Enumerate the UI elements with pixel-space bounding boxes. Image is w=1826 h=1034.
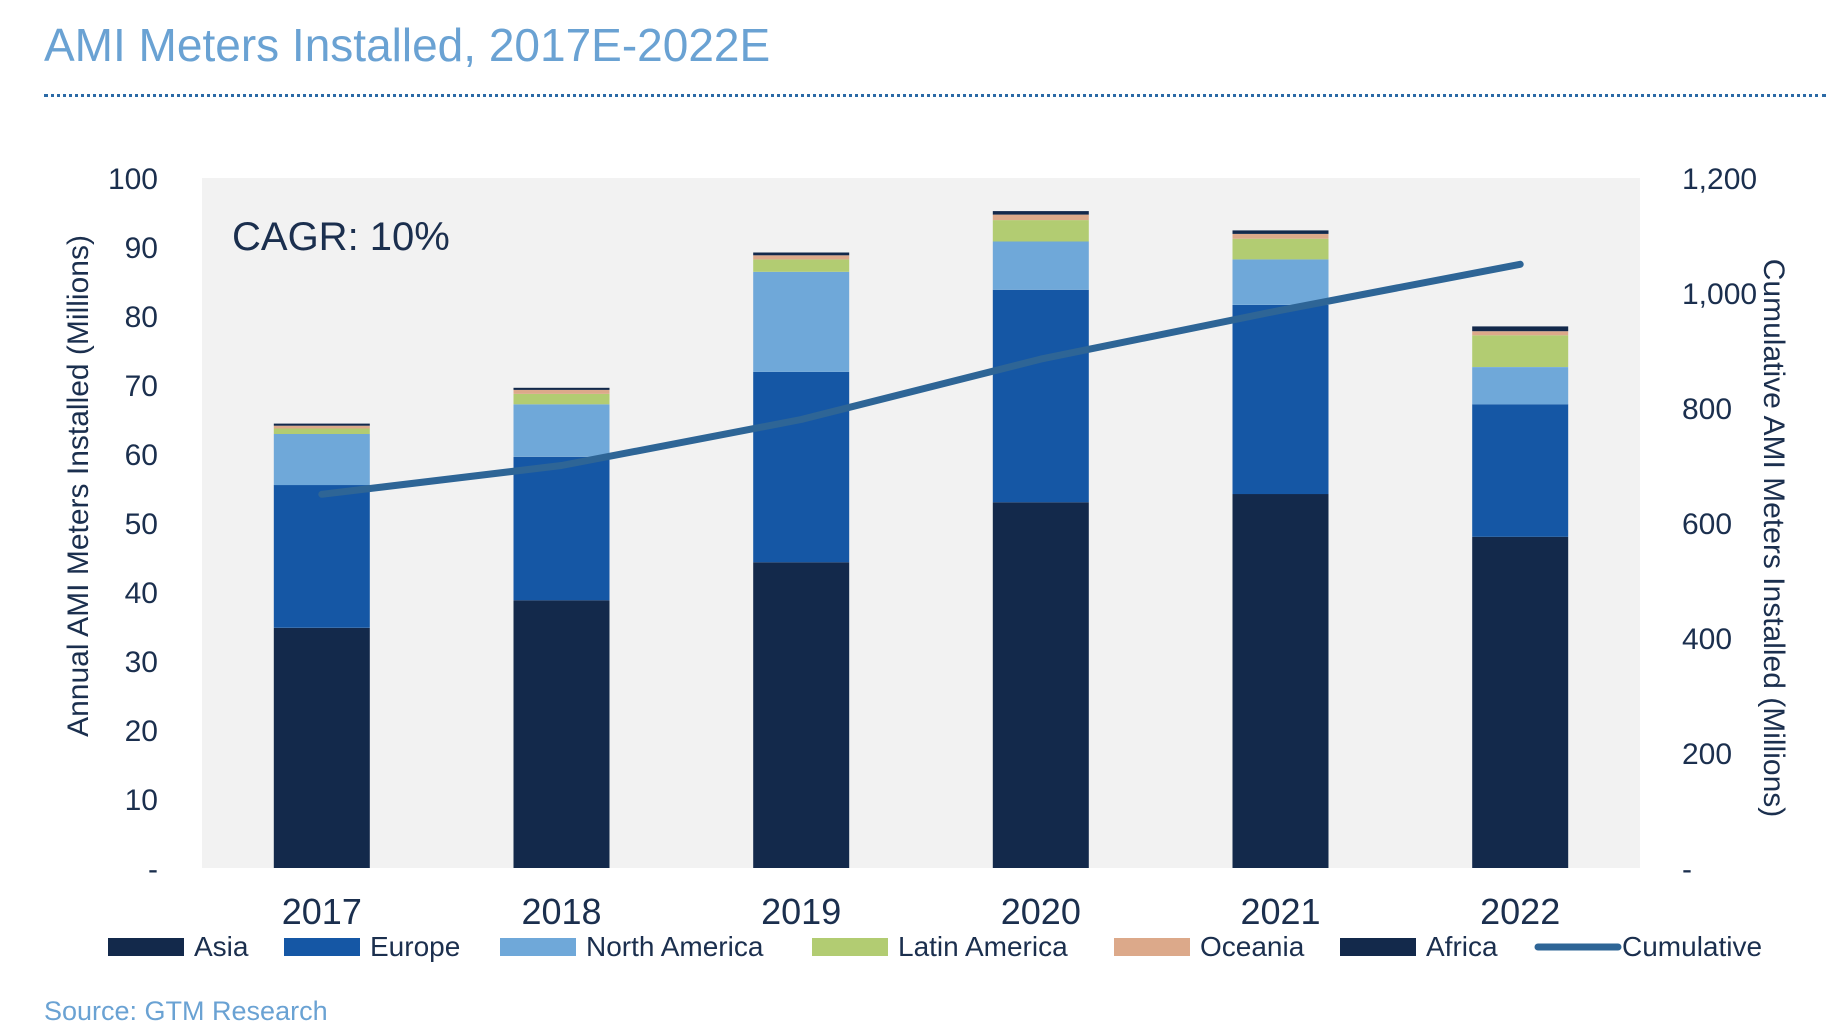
bar-europe-2021: [1232, 305, 1329, 495]
bar-europe-2018: [513, 456, 610, 601]
x-tick-label-2018: 2018: [521, 891, 601, 932]
bar-africa-2019: [753, 252, 850, 256]
bar-north-america-2017: [273, 434, 370, 486]
legend-swatch-oceania: [1114, 938, 1190, 956]
bar-europe-2019: [753, 371, 850, 563]
plot-area: [202, 178, 1640, 868]
bar-africa-2021: [1232, 230, 1329, 234]
bar-europe-2022: [1472, 404, 1569, 537]
legend-label-europe: Europe: [370, 931, 460, 962]
left-tick-label: 40: [125, 577, 158, 610]
right-tick-label: 600: [1682, 508, 1732, 541]
bars-layer: [273, 211, 1569, 868]
x-tick-label-2017: 2017: [282, 891, 362, 932]
left-tick-label: -: [148, 853, 158, 886]
bar-oceania-2017: [273, 425, 370, 429]
left-tick-label: 80: [125, 301, 158, 334]
cumulative-line-layer: [318, 260, 1524, 498]
right-axis-label: Cumulative AMI Meters Installed (Million…: [1757, 259, 1790, 818]
bar-africa-2018: [513, 387, 610, 390]
x-tick-label-2020: 2020: [1001, 891, 1081, 932]
bar-oceania-2021: [1232, 233, 1329, 239]
bar-africa-2020: [992, 211, 1089, 215]
bar-asia-2021: [1232, 494, 1329, 868]
bar-asia-2022: [1472, 536, 1569, 868]
legend-label-oceania: Oceania: [1200, 931, 1305, 962]
bar-latin-america-2018: [513, 394, 610, 405]
bar-north-america-2021: [1232, 259, 1329, 305]
legend-swatch-north-america: [500, 938, 576, 956]
left-axis-ticks: - 10 20 30 40 50 60 70 80 90 100: [108, 163, 158, 886]
left-tick-label: 90: [125, 232, 158, 265]
x-axis-ticks: 2017 2018 2019 2020 2021 2022: [282, 891, 1560, 932]
left-tick-label: 10: [125, 784, 158, 817]
bar-oceania-2019: [753, 255, 850, 260]
right-axis-ticks: - 200 400 600 800 1,000 1,200: [1682, 163, 1757, 886]
legend-swatch-latin-america: [812, 938, 888, 956]
right-tick-label: -: [1682, 853, 1692, 886]
left-tick-label: 50: [125, 508, 158, 541]
legend-swatch-europe: [284, 938, 360, 956]
cagr-annotation: CAGR: 10%: [232, 215, 450, 259]
x-tick-label-2019: 2019: [761, 891, 841, 932]
source-note: Source: GTM Research: [44, 996, 328, 1026]
cumulative-line: [318, 260, 1524, 498]
bar-asia-2019: [753, 562, 850, 868]
bar-oceania-2022: [1472, 331, 1569, 336]
left-tick-label: 70: [125, 370, 158, 403]
legend-label-latin-america: Latin America: [898, 931, 1068, 962]
bar-north-america-2018: [513, 404, 610, 457]
left-tick-label: 20: [125, 715, 158, 748]
bar-oceania-2020: [992, 214, 1089, 221]
legend-label-north-america: North America: [586, 931, 764, 962]
legend-label-africa: Africa: [1426, 931, 1498, 962]
bar-north-america-2022: [1472, 367, 1569, 405]
right-tick-label: 1,000: [1682, 278, 1757, 311]
bar-asia-2017: [273, 627, 370, 868]
ami-meters-chart: - 10 20 30 40 50 60 70 80 90 100 - 200 400 600 800 1,00…: [62, 163, 1790, 962]
right-tick-label: 800: [1682, 393, 1732, 426]
title-divider: [44, 94, 1826, 97]
x-tick-label-2021: 2021: [1240, 891, 1320, 932]
bar-latin-america-2021: [1232, 238, 1329, 260]
legend: Asia Europe North America Latin America Ocea…: [108, 931, 1762, 962]
legend-swatch-asia: [108, 938, 184, 956]
bar-latin-america-2017: [273, 428, 370, 434]
bar-latin-america-2019: [753, 259, 850, 272]
bar-north-america-2019: [753, 271, 850, 372]
legend-swatch-africa: [1340, 938, 1416, 956]
right-tick-label: 400: [1682, 623, 1732, 656]
left-tick-label: 100: [108, 163, 158, 196]
right-tick-label: 1,200: [1682, 163, 1757, 196]
bar-asia-2020: [992, 502, 1089, 868]
bar-europe-2020: [992, 289, 1089, 503]
chart-title: AMI Meters Installed, 2017E-2022E: [44, 19, 771, 71]
right-tick-label: 200: [1682, 738, 1732, 771]
left-tick-label: 30: [125, 646, 158, 679]
bar-europe-2017: [273, 485, 370, 628]
x-tick-label-2022: 2022: [1480, 891, 1560, 932]
legend-label-asia: Asia: [194, 931, 249, 962]
bar-africa-2022: [1472, 326, 1569, 332]
bar-latin-america-2022: [1472, 335, 1569, 367]
bar-asia-2018: [513, 600, 610, 868]
left-tick-label: 60: [125, 439, 158, 472]
left-axis-label: Annual AMI Meters Installed (Millions): [62, 235, 95, 737]
bar-oceania-2018: [513, 389, 610, 394]
bar-latin-america-2020: [992, 220, 1089, 242]
bar-africa-2017: [273, 423, 370, 426]
legend-label-cumulative: Cumulative: [1622, 931, 1762, 962]
bar-north-america-2020: [992, 241, 1089, 290]
